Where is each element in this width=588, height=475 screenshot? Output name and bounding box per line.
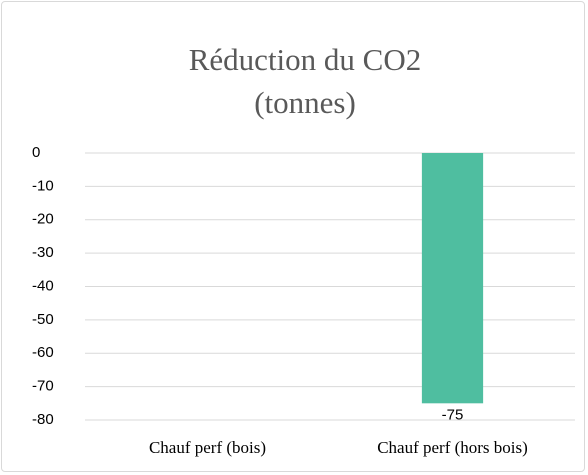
bar [421, 153, 484, 404]
y-tick-label: -80 [32, 411, 54, 428]
y-tick-label: 0 [32, 144, 40, 161]
y-tick-label: -70 [32, 378, 54, 395]
y-tick-label: -30 [32, 244, 54, 261]
data-label: -75 [442, 406, 464, 423]
y-tick-label: -40 [32, 277, 54, 294]
y-tick-label: -60 [32, 344, 54, 361]
y-tick-label: -50 [32, 311, 54, 328]
y-tick-label: -10 [32, 177, 54, 194]
x-tick-label: Chauf perf (bois) [149, 438, 266, 457]
x-tick-label: Chauf perf (hors bois) [377, 438, 528, 457]
chart-title: Réduction du CO2 (tonnes) [188, 42, 422, 120]
y-tick-label: -20 [32, 211, 54, 228]
